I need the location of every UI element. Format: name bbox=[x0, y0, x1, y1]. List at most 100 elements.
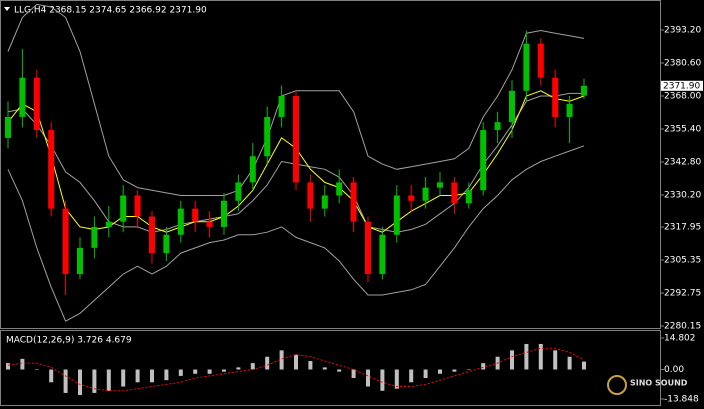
macd-frame bbox=[0, 330, 661, 406]
chart-title: LLG,H4 2368.15 2374.65 2366.92 2371.90 bbox=[14, 6, 207, 16]
macd-bar bbox=[265, 356, 270, 370]
macd-bar bbox=[366, 369, 370, 387]
y-tick-label: -13.848 bbox=[664, 394, 699, 404]
macd-bar bbox=[222, 369, 226, 372]
main-frame bbox=[0, 0, 661, 329]
last-price-label: 2371.90 bbox=[663, 81, 700, 91]
y-tick-label: 2393.20 bbox=[664, 26, 701, 36]
y-tick-label: 2380.60 bbox=[664, 59, 701, 69]
macd-bar bbox=[20, 358, 25, 370]
candle-body bbox=[5, 116, 11, 138]
candle-body bbox=[437, 182, 443, 188]
macd-bar bbox=[106, 369, 111, 391]
menu-arrow[interactable] bbox=[4, 7, 10, 11]
macd-bar bbox=[34, 369, 39, 371]
candle-body bbox=[552, 77, 559, 117]
macd-bar bbox=[423, 369, 428, 379]
macd-bar bbox=[567, 356, 572, 370]
price-axis: 2393.20 2380.60 2368.00 2355.40 2342.80 2330.… bbox=[660, 26, 703, 404]
candle-body bbox=[523, 43, 530, 91]
candle-body bbox=[149, 216, 155, 254]
candle-body bbox=[480, 130, 487, 191]
macd-bar bbox=[524, 343, 529, 370]
y-tick-label: 2280.15 bbox=[664, 322, 701, 332]
y-tick-label: 2342.80 bbox=[664, 157, 701, 167]
y-tick-label: 2355.40 bbox=[664, 124, 701, 134]
macd-bar bbox=[193, 369, 198, 374]
macd-bar bbox=[322, 367, 327, 370]
candle-body bbox=[566, 103, 573, 117]
y-tick-label: 2317.95 bbox=[664, 223, 701, 233]
candle-body bbox=[206, 221, 213, 227]
macd-bar bbox=[553, 350, 558, 370]
candle-body bbox=[293, 96, 299, 183]
candle-body bbox=[365, 221, 371, 275]
candle-body bbox=[379, 234, 386, 275]
macd-bar bbox=[135, 369, 140, 383]
logo: SINO SOUND bbox=[607, 375, 688, 395]
candle-body bbox=[120, 195, 127, 222]
macd-bar bbox=[250, 363, 255, 370]
y-tick-label: 0.00 bbox=[664, 365, 684, 375]
macd-bar bbox=[178, 369, 183, 376]
candle-body bbox=[581, 85, 587, 96]
macd-bar bbox=[337, 369, 342, 372]
candle-body bbox=[105, 221, 112, 227]
macd-bar bbox=[279, 350, 284, 370]
macd-bar bbox=[207, 369, 212, 374]
macd-bar bbox=[380, 369, 385, 391]
candle-body bbox=[264, 116, 271, 157]
candle-body bbox=[91, 226, 98, 248]
macd-bar bbox=[409, 369, 414, 383]
candle-body bbox=[77, 247, 83, 275]
candle-body bbox=[235, 182, 242, 201]
candle-body bbox=[350, 182, 357, 222]
candle-body bbox=[494, 122, 501, 131]
macd-bar bbox=[466, 369, 471, 371]
macd-bar bbox=[351, 369, 356, 379]
macd-bar bbox=[92, 369, 97, 393]
y-tick-label: 2305.35 bbox=[664, 256, 701, 266]
macd-bar bbox=[452, 369, 457, 372]
watermark: SINO SOUND bbox=[630, 379, 688, 388]
candle-body bbox=[537, 43, 544, 78]
candle-body bbox=[221, 200, 227, 227]
macd-bar bbox=[6, 363, 10, 370]
macd-bar bbox=[294, 354, 298, 370]
price-panel bbox=[5, 3, 587, 322]
candle-body bbox=[408, 195, 415, 201]
candle-body bbox=[422, 187, 429, 201]
macd-bar bbox=[236, 367, 241, 370]
candle-body bbox=[336, 182, 343, 196]
macd-panel bbox=[6, 343, 586, 396]
candle-body bbox=[249, 156, 256, 183]
candle-body bbox=[177, 208, 184, 235]
macd-title: MACD(12,26,9) 3.726 4.679 bbox=[6, 336, 132, 346]
macd-bar bbox=[481, 363, 486, 370]
macd-bar bbox=[538, 343, 543, 370]
candle-body bbox=[33, 77, 40, 131]
logo-ring bbox=[607, 375, 627, 395]
macd-bar bbox=[510, 350, 514, 370]
candle-body bbox=[509, 90, 515, 123]
y-tick-label: 2292.75 bbox=[664, 289, 701, 299]
y-tick-label: 14.802 bbox=[664, 333, 696, 343]
candle-body bbox=[451, 182, 458, 204]
macd-bar bbox=[438, 369, 442, 374]
candle-body bbox=[163, 234, 170, 254]
candle-body bbox=[134, 195, 141, 217]
macd-bar bbox=[121, 369, 126, 387]
macd-bar bbox=[49, 369, 54, 383]
last-price-box bbox=[661, 80, 703, 91]
macd-bar bbox=[394, 369, 399, 389]
candle-body bbox=[321, 195, 328, 209]
macd-bar bbox=[582, 361, 586, 370]
candle-body bbox=[48, 130, 55, 209]
macd-bar bbox=[63, 369, 68, 393]
candle-body bbox=[278, 96, 285, 117]
y-tick-label: 2368.00 bbox=[664, 92, 701, 102]
macd-bar bbox=[150, 369, 154, 383]
candle-body bbox=[393, 195, 400, 235]
y-tick-label: 2330.20 bbox=[664, 190, 701, 200]
candle-body bbox=[19, 77, 26, 117]
